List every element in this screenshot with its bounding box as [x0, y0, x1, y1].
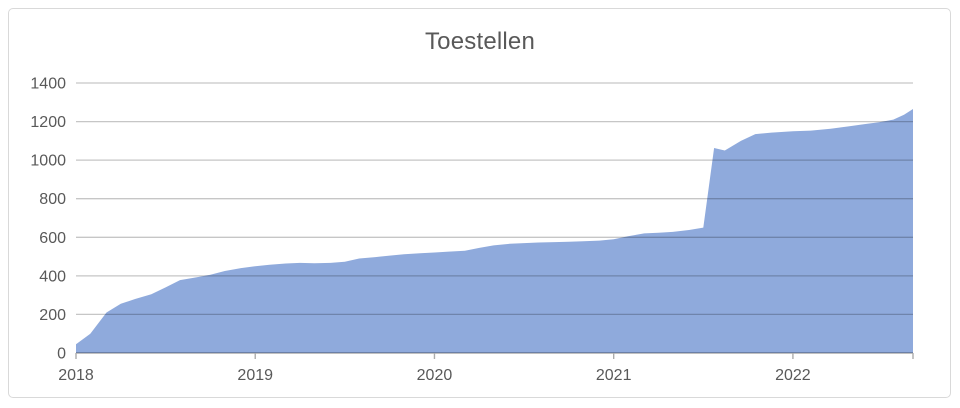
- x-tick-label-2018: 2018: [58, 367, 94, 384]
- y-tick-label-200: 200: [39, 307, 66, 324]
- area-series-toestellen: [76, 109, 913, 353]
- y-tick-label-400: 400: [39, 268, 66, 285]
- y-tick-label-1200: 1200: [30, 114, 66, 131]
- gridlines: [76, 82, 913, 316]
- y-tick-label-1400: 1400: [30, 76, 66, 93]
- y-tick-label-800: 800: [39, 191, 66, 208]
- y-tick-label-0: 0: [57, 346, 66, 363]
- chart-title: Toestellen: [424, 28, 536, 55]
- y-tick-label-1000: 1000: [30, 153, 66, 170]
- x-tick-label-2021: 2021: [596, 367, 632, 384]
- x-tick-label-2020: 2020: [417, 367, 453, 384]
- x-tick-label-2019: 2019: [237, 367, 273, 384]
- y-tick-label-600: 600: [39, 230, 66, 247]
- x-tick-label-2022: 2022: [775, 367, 811, 384]
- x-axis: [75, 352, 914, 359]
